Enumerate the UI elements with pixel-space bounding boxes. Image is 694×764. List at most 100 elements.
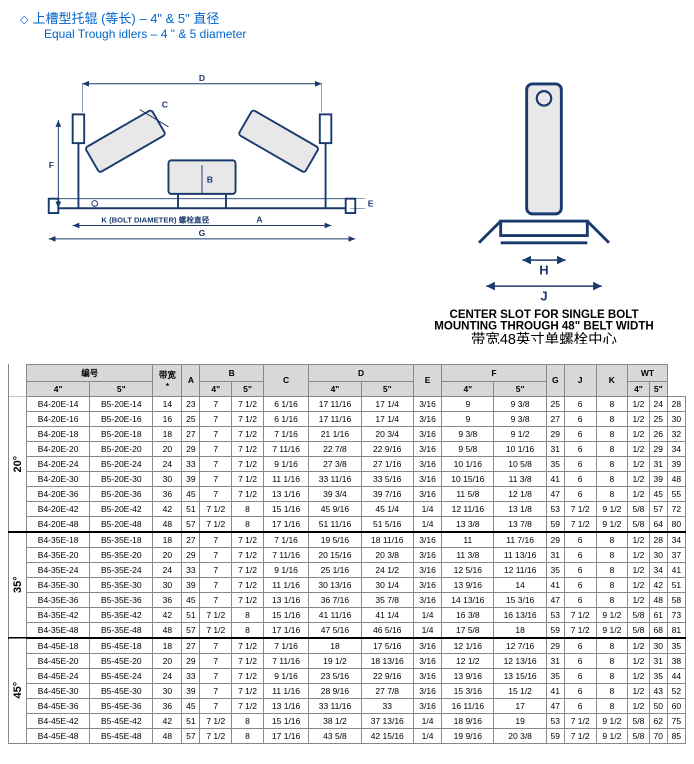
hdr-b4: 4" xyxy=(200,381,232,396)
cell: 41 xyxy=(546,683,564,698)
cell: 59 xyxy=(546,728,564,743)
cell: 72 xyxy=(667,501,685,516)
cell: 16 xyxy=(153,411,182,426)
cell: 11 1/16 xyxy=(263,577,308,592)
cell: 1/2 xyxy=(628,638,649,654)
cell: 7 1/2 xyxy=(232,411,264,426)
cell: B5-20E-18 xyxy=(90,426,153,441)
cell: 7 xyxy=(200,471,232,486)
cell: 1/2 xyxy=(628,411,649,426)
cell: B5-35E-18 xyxy=(90,532,153,548)
cell: 36 xyxy=(153,592,182,607)
cell: B5-35E-48 xyxy=(90,622,153,638)
cell: B5-20E-24 xyxy=(90,456,153,471)
cell: 31 xyxy=(649,456,667,471)
cell: B5-45E-18 xyxy=(90,638,153,654)
cell: 8 xyxy=(596,562,628,577)
cell: 3/16 xyxy=(413,456,441,471)
cell: 5/8 xyxy=(628,713,649,728)
hdr-J: J xyxy=(564,364,596,396)
cell: 8 xyxy=(232,622,264,638)
cell: 7 xyxy=(200,638,232,654)
cell: 25 1/16 xyxy=(309,562,361,577)
cell: 15 3/16 xyxy=(442,683,494,698)
table-row: B4-35E-42B5-35E-4242517 1/2815 1/1641 11… xyxy=(9,607,686,622)
cell: 7 xyxy=(200,653,232,668)
cell: 7 1/2 xyxy=(232,441,264,456)
cell: B5-45E-36 xyxy=(90,698,153,713)
cell: 34 xyxy=(667,532,685,548)
cell: 42 xyxy=(153,607,182,622)
svg-text:MOUNTING THROUGH 48" BELT WIDT: MOUNTING THROUGH 48" BELT WIDTH xyxy=(434,320,654,332)
cell: 11 xyxy=(442,532,494,548)
hdr-b5: 5" xyxy=(232,381,264,396)
cell: 9 1/2 xyxy=(596,501,628,516)
cell: 7 1/2 xyxy=(232,471,264,486)
cell: 20 3/8 xyxy=(361,547,413,562)
cell: B5-20E-30 xyxy=(90,471,153,486)
cell: 3/16 xyxy=(413,426,441,441)
cell: 30 xyxy=(153,577,182,592)
cell: 30 xyxy=(649,638,667,654)
cell: 16 13/16 xyxy=(494,607,546,622)
table-row: 35°B4-35E-18B5-35E-18182777 1/27 1/1619 … xyxy=(9,532,686,548)
cell: 3/16 xyxy=(413,562,441,577)
cell: B4-45E-24 xyxy=(27,668,90,683)
cell: 15 1/16 xyxy=(263,501,308,516)
table-row: B4-45E-36B5-45E-36364577 1/213 1/1633 11… xyxy=(9,698,686,713)
cell: B5-35E-30 xyxy=(90,577,153,592)
cell: 8 xyxy=(596,547,628,562)
cell: B5-45E-42 xyxy=(90,713,153,728)
hdr-f5: 5" xyxy=(494,381,546,396)
cell: 3/16 xyxy=(413,532,441,548)
cell: 51 11/16 xyxy=(309,516,361,532)
cell: B4-45E-30 xyxy=(27,683,90,698)
cell: 7 1/2 xyxy=(232,592,264,607)
cell: 8 xyxy=(596,532,628,548)
cell: 18 9/16 xyxy=(442,713,494,728)
cell: 9 xyxy=(442,411,494,426)
angle-label: 45° xyxy=(9,638,27,744)
cell: 75 xyxy=(667,713,685,728)
cell: 36 7/16 xyxy=(309,592,361,607)
cell: 27 xyxy=(182,532,200,548)
cell: 33 xyxy=(361,698,413,713)
cell: 44 xyxy=(667,668,685,683)
cell: 11 1/16 xyxy=(263,471,308,486)
cell: 6 xyxy=(564,426,596,441)
cell: 7 xyxy=(200,532,232,548)
svg-text:带宽48英寸单螺栓中心: 带宽48英寸单螺栓中心 xyxy=(471,330,617,344)
cell: 17 5/8 xyxy=(442,622,494,638)
cell: 10 5/8 xyxy=(494,456,546,471)
cell: 30 xyxy=(153,683,182,698)
cell: 33 5/16 xyxy=(361,471,413,486)
cell: 16 11/16 xyxy=(442,698,494,713)
cell: 12 5/16 xyxy=(442,562,494,577)
cell: 47 xyxy=(546,698,564,713)
cell: 7 1/16 xyxy=(263,426,308,441)
svg-text:D: D xyxy=(199,73,205,83)
cell: 7 1/2 xyxy=(232,577,264,592)
cell: 1/2 xyxy=(628,471,649,486)
cell: 1/2 xyxy=(628,486,649,501)
cell: B5-45E-48 xyxy=(90,728,153,743)
cell: 7 xyxy=(200,411,232,426)
svg-text:CENTER SLOT FOR SINGLE BOLT: CENTER SLOT FOR SINGLE BOLT xyxy=(449,309,638,321)
cell: 17 1/4 xyxy=(361,411,413,426)
cell: 5/8 xyxy=(628,516,649,532)
cell: 30 xyxy=(153,471,182,486)
cell: 47 xyxy=(546,486,564,501)
cell: 45 1/4 xyxy=(361,501,413,516)
cell: 7 xyxy=(200,441,232,456)
cell: 51 xyxy=(182,501,200,516)
cell: 7 11/16 xyxy=(263,653,308,668)
cell: 16 3/8 xyxy=(442,607,494,622)
cell: 7 1/2 xyxy=(232,532,264,548)
cell: 53 xyxy=(546,713,564,728)
cell: 27 xyxy=(182,638,200,654)
hdr-f4: 4" xyxy=(442,381,494,396)
cell: 48 xyxy=(153,728,182,743)
cell: 6 xyxy=(564,486,596,501)
cell: 29 xyxy=(649,441,667,456)
cell: 35 xyxy=(649,668,667,683)
